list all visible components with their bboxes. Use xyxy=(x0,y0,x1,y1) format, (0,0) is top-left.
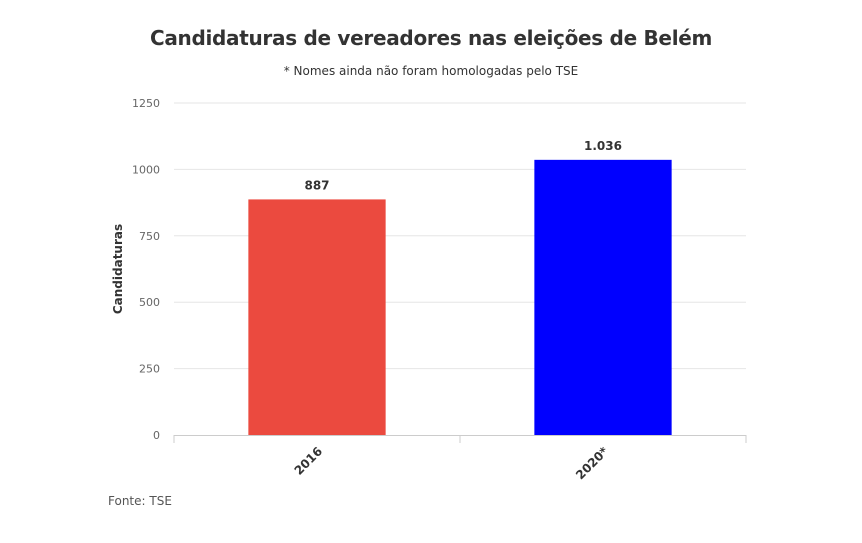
chart-title: Candidaturas de vereadores nas eleições … xyxy=(149,26,713,50)
bars xyxy=(248,159,672,436)
chart-subtitle: * Nomes ainda não foram homologadas pelo… xyxy=(283,64,579,78)
y-tick-label: 500 xyxy=(139,296,160,309)
chart-source: Fonte: TSE xyxy=(108,494,172,508)
data-labels: 887 1.036 xyxy=(304,139,622,193)
y-tick-label: 250 xyxy=(139,363,160,376)
data-label: 887 xyxy=(304,178,329,192)
y-tick-label: 1250 xyxy=(132,97,160,110)
bar-2016[interactable] xyxy=(248,199,386,435)
y-tick-label: 0 xyxy=(153,429,160,442)
y-tick-label: 1000 xyxy=(132,163,160,176)
bar-2020[interactable] xyxy=(534,159,672,436)
x-axis: 2016 2020* xyxy=(173,435,747,482)
y-tick-label: 750 xyxy=(139,230,160,243)
y-axis-label: Candidaturas xyxy=(111,224,125,314)
x-tick-label: 2016 xyxy=(292,444,326,478)
data-label: 1.036 xyxy=(584,139,622,153)
y-axis-ticks: 0 250 500 750 1000 1250 xyxy=(132,97,160,442)
x-tick-label: 2020* xyxy=(573,444,611,482)
